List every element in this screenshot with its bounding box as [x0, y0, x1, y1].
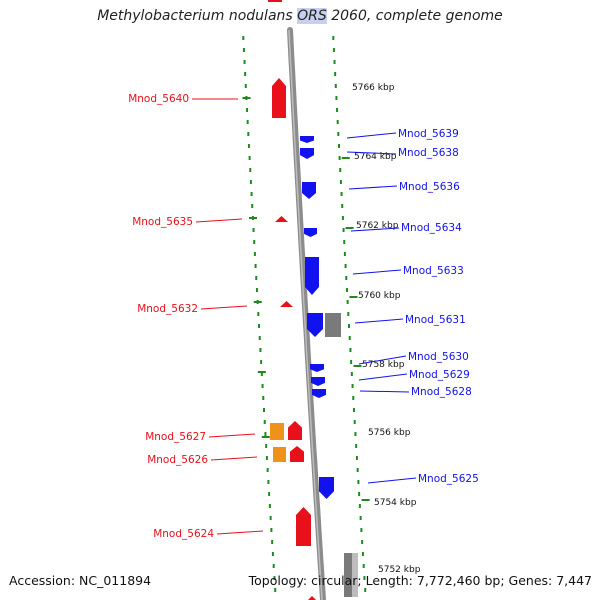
- gene-label: Mnod_5625: [418, 473, 479, 485]
- gene-mnod-5630: [310, 364, 324, 372]
- gene-box-orange: [270, 423, 284, 440]
- leader-line: [208, 433, 256, 438]
- gene-mnod-5639: [300, 136, 314, 143]
- scale-label: 5752 kbp: [378, 565, 421, 575]
- leader-line: [346, 151, 397, 155]
- title-rest: 2060, complete genome: [326, 8, 503, 24]
- gene-mnod-5635: [275, 216, 288, 222]
- leader-line: [358, 373, 408, 381]
- leader-line: [367, 477, 417, 484]
- gene-label: Mnod_5626: [147, 454, 208, 466]
- scale-label: 5758 kbp: [362, 360, 405, 370]
- title-highlight: ORS: [297, 8, 327, 24]
- gene-box-gray: [344, 553, 352, 597]
- topology-text: Topology: circular; Length: 7,772,460 bp…: [248, 573, 592, 588]
- scale-label: 5760 kbp: [358, 291, 401, 301]
- accession-text: Accession: NC_011894: [9, 573, 152, 588]
- leader-line: [200, 305, 248, 310]
- gene-mnod-5625: [319, 477, 334, 499]
- leader-line: [346, 132, 397, 139]
- tick-marks: [242, 36, 370, 592]
- gene-label: Mnod_5630: [408, 351, 469, 363]
- gene-mnod-5631: [307, 313, 323, 337]
- scale-label: 5766 kbp: [352, 83, 395, 93]
- gene-label: Mnod_5628: [411, 386, 472, 398]
- scale-labels: 5766 kbp 5764 kbp 5762 kbp 5760 kbp 5758 kbp…: [352, 83, 421, 575]
- leader-line: [352, 269, 402, 275]
- gene-label: Mnod_5627: [145, 431, 206, 443]
- leader-line: [216, 530, 264, 535]
- gene-label: Mnod_5634: [401, 222, 462, 234]
- gene-mnod-5626: [290, 446, 304, 462]
- gene-label: Mnod_5629: [409, 369, 470, 381]
- scale-label: 5756 kbp: [368, 428, 411, 438]
- gene-label: Mnod_5638: [398, 147, 459, 159]
- gene-box-orange: [273, 447, 286, 462]
- leader-line: [358, 355, 407, 365]
- gene-mnod-5634: [304, 228, 317, 237]
- gene-mnod-5627: [288, 421, 302, 440]
- gene-label: Mnod_5633: [403, 265, 464, 277]
- title-species: Methylobacterium nodulans: [97, 8, 298, 24]
- gene-label: Mnod_5636: [399, 181, 460, 193]
- backbone-highlight: [288, 29, 323, 600]
- gene-labels: Mnod_5640 Mnod_5639 Mnod_5638 Mnod_5636 Mnod…: [128, 93, 479, 540]
- gene-mnod-5632: [280, 301, 293, 307]
- scale-label: 5764 kbp: [354, 152, 397, 162]
- gene-label: Mnod_5639: [398, 128, 459, 140]
- map-title: Methylobacterium nodulans ORS 2060, comp…: [0, 8, 600, 24]
- leader-line: [195, 218, 243, 223]
- gene-label: Mnod_5632: [137, 303, 198, 315]
- gene-mnod-5640: [272, 78, 286, 118]
- gene-mnod-5636: [302, 182, 316, 199]
- leader-line: [210, 456, 258, 461]
- gene-box-gray: [325, 313, 341, 337]
- leader-line: [354, 318, 404, 324]
- gene-label: Mnod_5631: [405, 314, 466, 326]
- gene-label: Mnod_5635: [132, 216, 193, 228]
- scale-label: 5762 kbp: [356, 221, 399, 231]
- scale-label: 5754 kbp: [374, 498, 417, 508]
- gene-arrow-forward: [308, 596, 316, 600]
- leader-line: [359, 390, 410, 393]
- gene-label: Mnod_5640: [128, 93, 189, 105]
- gene-mnod-5624: [296, 507, 311, 546]
- gene-mnod-5638: [300, 148, 314, 159]
- gene-mnod-5629: [311, 377, 325, 386]
- gene-arrow-forward: [268, 0, 282, 2]
- gene-mnod-5633: [305, 257, 319, 295]
- gene-features: [268, 0, 358, 600]
- gene-label: Mnod_5624: [153, 528, 214, 540]
- gene-mnod-5628: [312, 389, 326, 398]
- backbone-line: [287, 27, 326, 600]
- leader-line: [348, 185, 398, 190]
- leader-line: [350, 227, 400, 232]
